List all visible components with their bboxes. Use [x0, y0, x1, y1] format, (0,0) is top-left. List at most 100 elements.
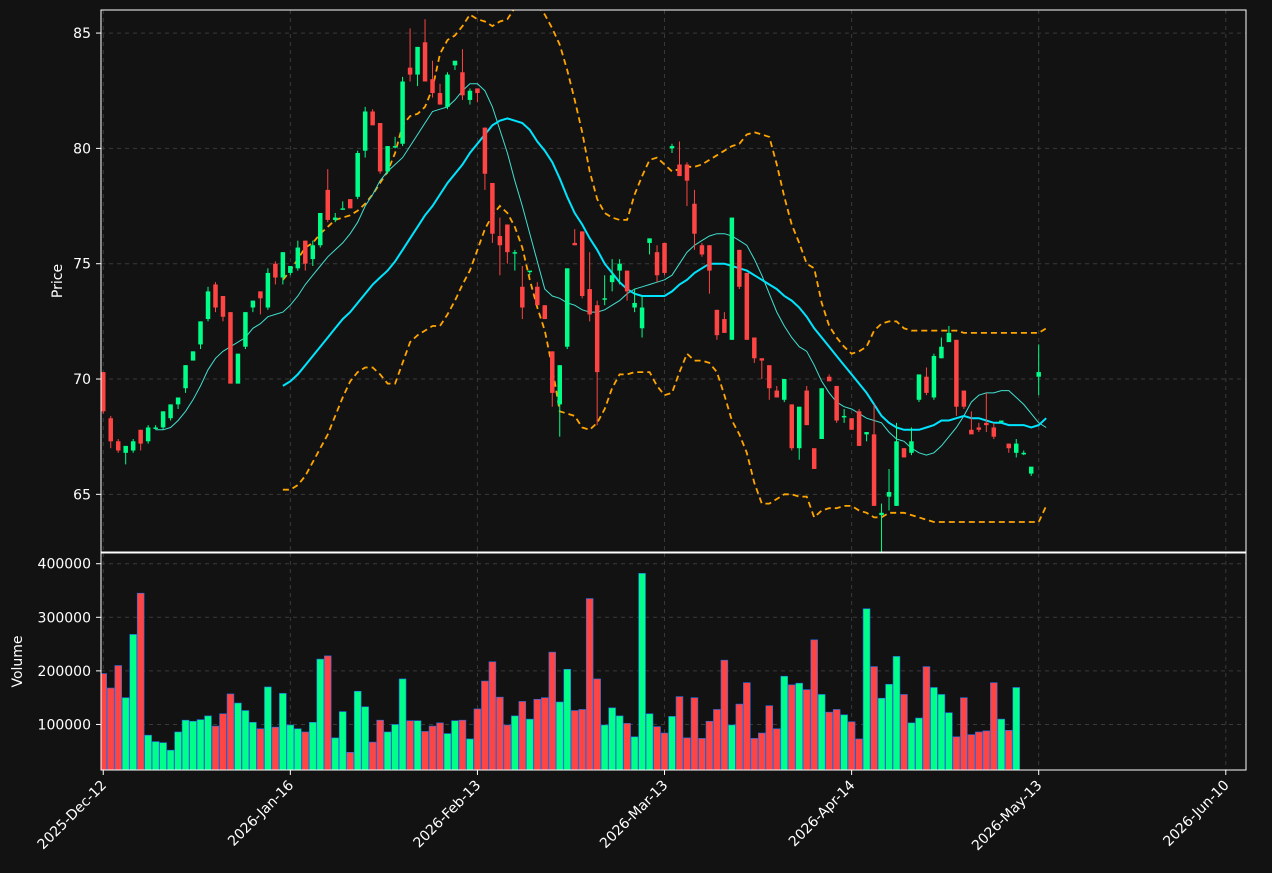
candle-body [624, 270, 630, 292]
candle-body [355, 152, 360, 197]
candle-body [722, 319, 727, 333]
volume-bar [698, 738, 706, 770]
candle-body [145, 427, 151, 442]
candle-body [505, 224, 510, 253]
ma-long-line [282, 117, 1047, 431]
volume-bar [181, 719, 190, 770]
candle-body [527, 270, 533, 273]
volume-bar [675, 696, 684, 770]
candle-body [385, 146, 390, 172]
volume-bar [802, 689, 811, 770]
candle-body [265, 272, 271, 308]
candle-body [535, 286, 540, 306]
volume-bar [256, 728, 265, 770]
volume-bar [219, 713, 227, 770]
volume-bar [563, 668, 571, 770]
candle-body [228, 312, 233, 384]
candle-body [632, 302, 637, 308]
volume-bar [174, 731, 182, 770]
candle-body [422, 42, 428, 82]
price-axis-label: Price [50, 264, 66, 298]
volume-bar [376, 719, 384, 770]
candle-body [684, 164, 690, 181]
candle-body [1036, 372, 1041, 377]
volume-bar [338, 711, 347, 770]
volume-bar [645, 713, 654, 770]
volume-bar [436, 722, 444, 770]
volume-bar [189, 720, 197, 770]
candle-body [377, 123, 383, 172]
volume-bar [705, 720, 714, 770]
volume-bar [795, 682, 803, 770]
candle-body [804, 390, 809, 426]
volume-bar [638, 573, 646, 770]
candle-body [198, 321, 203, 345]
volume-panel [101, 573, 1020, 770]
volume-bar [630, 736, 639, 770]
candle-body [258, 291, 263, 299]
candle-body [475, 88, 480, 94]
volume-axis-label: Volume [10, 635, 26, 687]
volume-bar [1012, 687, 1020, 770]
candle-body [160, 411, 166, 428]
candle-body [587, 289, 592, 315]
volume-bar [915, 717, 923, 770]
volume-bar [1005, 730, 1013, 770]
candle-body [490, 182, 495, 234]
candle-body [437, 93, 443, 105]
volume-bar [159, 742, 167, 770]
candle-body [692, 203, 697, 234]
volume-bar [585, 598, 594, 770]
candle-body [1021, 452, 1026, 455]
candle-body [101, 372, 106, 412]
volume-bar [264, 686, 272, 770]
volume-bar [840, 714, 848, 770]
volume-ytick-label: 200000 [38, 664, 91, 680]
candle-body [467, 90, 473, 100]
volume-bar [398, 678, 407, 770]
volume-bar [690, 697, 699, 770]
candle-body [460, 72, 465, 96]
candle-body [115, 441, 121, 451]
candle-body [1028, 466, 1034, 474]
candle-body [782, 379, 787, 400]
candle-body [984, 422, 989, 426]
volume-bar [391, 724, 399, 770]
volume-bar [106, 687, 115, 770]
volume-bar [151, 741, 160, 770]
volume-bar [443, 733, 452, 770]
candle-body [767, 365, 772, 389]
volume-bar [204, 715, 212, 770]
candle-body [856, 411, 862, 446]
volume-bar [787, 684, 796, 770]
volume-bar [892, 656, 901, 770]
volume-bar [166, 749, 175, 770]
candle-body [250, 300, 256, 308]
price-ytick-label: 65 [73, 487, 91, 503]
candle-body [654, 252, 660, 276]
volume-bar [271, 726, 280, 770]
candle-body [482, 127, 488, 174]
volume-bar [211, 725, 220, 770]
volume-bar [249, 722, 257, 770]
volume-bar [832, 709, 841, 770]
candle-body [123, 445, 128, 453]
price-ytick-label: 85 [73, 26, 91, 42]
volume-bar [922, 666, 931, 770]
candle-body [520, 286, 525, 308]
volume-bar [406, 720, 414, 770]
volume-bar [226, 693, 235, 770]
candle-body [310, 245, 316, 260]
volume-bar [234, 702, 242, 770]
candle-body [392, 146, 398, 148]
volume-bar [503, 724, 512, 770]
candle-body [999, 420, 1004, 423]
price-panel [101, 10, 1048, 552]
candle-body [759, 358, 765, 361]
candle-body [572, 242, 577, 246]
candle-body [879, 512, 884, 516]
candle-body [617, 263, 622, 271]
candle-body [916, 374, 922, 400]
volume-bar [578, 709, 586, 770]
candle-body [579, 231, 585, 296]
